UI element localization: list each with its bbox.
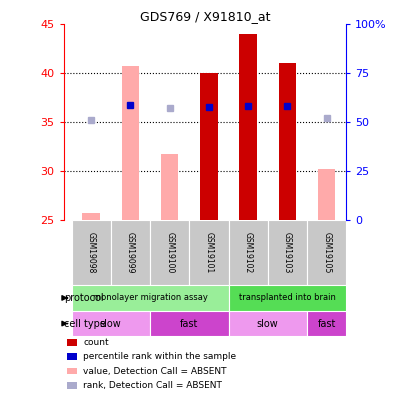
Text: GSM19101: GSM19101	[205, 232, 213, 273]
Bar	[268, 220, 307, 285]
Text: GSM19105: GSM19105	[322, 232, 331, 273]
Bar	[161, 154, 178, 220]
Text: transplanted into brain: transplanted into brain	[239, 294, 336, 303]
Bar	[318, 169, 336, 220]
Bar	[66, 382, 77, 389]
Text: value, Detection Call = ABSENT: value, Detection Call = ABSENT	[84, 367, 227, 376]
Bar	[228, 285, 346, 311]
Text: GSM19098: GSM19098	[87, 232, 96, 273]
Bar	[307, 220, 346, 285]
Text: GSM19099: GSM19099	[126, 232, 135, 273]
Bar	[72, 285, 228, 311]
Bar	[66, 354, 77, 360]
Text: protocol: protocol	[64, 293, 104, 303]
Bar	[150, 311, 228, 336]
Text: GSM19102: GSM19102	[244, 232, 253, 273]
Bar	[111, 220, 150, 285]
Bar	[279, 64, 296, 220]
Bar	[66, 339, 77, 346]
Text: cell type: cell type	[64, 319, 106, 328]
Bar	[200, 73, 218, 220]
Bar	[150, 220, 189, 285]
Text: fast: fast	[180, 319, 199, 328]
Text: rank, Detection Call = ABSENT: rank, Detection Call = ABSENT	[84, 381, 222, 390]
Text: GSM19103: GSM19103	[283, 232, 292, 273]
Bar	[66, 368, 77, 375]
Text: fast: fast	[318, 319, 336, 328]
Text: count: count	[84, 338, 109, 347]
Bar	[228, 311, 307, 336]
Text: GSM19100: GSM19100	[165, 232, 174, 273]
Bar	[239, 34, 257, 220]
Bar	[72, 220, 111, 285]
Bar	[121, 66, 139, 220]
Text: slow: slow	[257, 319, 279, 328]
Text: percentile rank within the sample: percentile rank within the sample	[84, 352, 236, 361]
Bar	[228, 220, 268, 285]
Bar	[189, 220, 228, 285]
Text: slow: slow	[100, 319, 122, 328]
Bar	[82, 213, 100, 220]
Text: monolayer migration assay: monolayer migration assay	[93, 294, 207, 303]
Bar	[72, 311, 150, 336]
Title: GDS769 / X91810_at: GDS769 / X91810_at	[140, 10, 270, 23]
Bar	[307, 311, 346, 336]
